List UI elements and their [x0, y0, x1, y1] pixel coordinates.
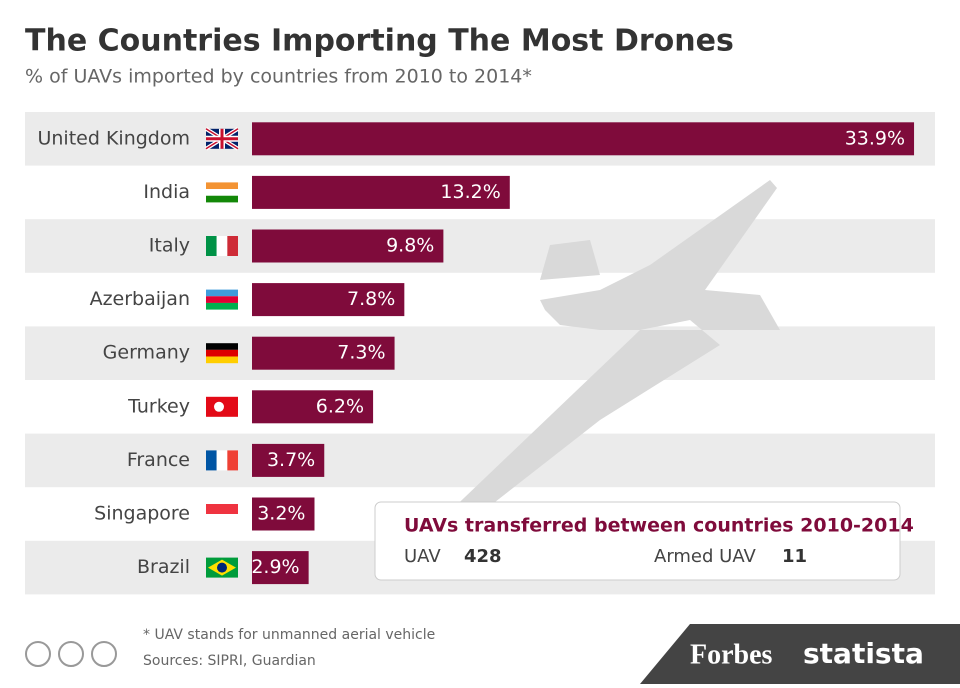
info-value: 11	[782, 546, 807, 567]
flag-part	[227, 236, 238, 256]
value-label: 9.8%	[386, 235, 434, 257]
bar	[252, 229, 444, 263]
value-label: 3.7%	[267, 449, 315, 471]
flag-part	[206, 189, 238, 196]
category-label: Singapore	[94, 503, 190, 525]
flag-part	[206, 514, 238, 524]
category-label: Brazil	[137, 556, 190, 578]
value-label: 33.9%	[845, 127, 905, 149]
flag-part	[206, 302, 238, 310]
category-label: United Kingdom	[37, 127, 190, 149]
brand-banner	[640, 624, 960, 684]
flag	[206, 450, 238, 471]
flag-part	[206, 195, 238, 203]
license-icons	[25, 641, 117, 667]
footnote: * UAV stands for unmanned aerial vehicle	[143, 627, 435, 643]
rows: United Kingdom India Italy Azerbaijan German…	[25, 112, 935, 595]
brand-forbes: Forbes	[690, 639, 773, 670]
category-label: Italy	[149, 235, 190, 257]
category-label: Germany	[103, 342, 190, 364]
flag	[204, 127, 240, 151]
flag-part	[206, 289, 238, 297]
flag-part	[206, 182, 238, 190]
info-label: UAV	[404, 546, 441, 567]
bar	[252, 122, 915, 156]
flag-part	[206, 128, 238, 149]
flag	[206, 289, 238, 310]
value-label: 7.3%	[337, 342, 385, 364]
flag-part	[217, 562, 227, 573]
bar	[252, 283, 405, 317]
flag-part	[227, 450, 238, 471]
drone-silhouette	[420, 180, 780, 545]
category-label: France	[127, 449, 190, 471]
flag-part	[206, 296, 238, 303]
bar	[252, 336, 395, 370]
bar	[252, 390, 374, 424]
flag-part	[206, 450, 217, 471]
bars: 33.9% 13.2% 9.8% 7.8% 7.3% 6.2% 3.7% 3.2% 2.9%	[251, 122, 915, 585]
flag-part	[206, 356, 238, 364]
flag	[206, 182, 238, 203]
flag-part	[216, 236, 228, 256]
chart-subtitle: % of UAVs imported by countries from 201…	[25, 66, 532, 88]
category-label: Azerbaijan	[90, 288, 190, 310]
flag-part	[206, 236, 217, 256]
flag-part	[216, 450, 228, 471]
brand-statista: statista	[803, 637, 924, 670]
row-background	[25, 219, 935, 273]
source: Sources: SIPRI, Guardian	[143, 653, 316, 669]
category-label: India	[143, 181, 190, 203]
bar	[252, 175, 510, 209]
row-background	[25, 433, 935, 488]
info-label: Armed UAV	[654, 546, 756, 567]
value-label: 6.2%	[316, 395, 364, 417]
flag	[206, 557, 238, 578]
flag	[206, 504, 238, 524]
flag-part	[214, 401, 224, 412]
info-value: 428	[464, 546, 502, 567]
value-label: 13.2%	[440, 181, 500, 203]
bar	[252, 443, 325, 477]
info-box	[374, 501, 901, 581]
bar	[252, 497, 315, 531]
value-label: 2.9%	[251, 556, 299, 578]
value-label: 7.8%	[347, 288, 395, 310]
bar	[252, 551, 309, 585]
value-label: 3.2%	[257, 503, 305, 525]
flag-part	[206, 343, 238, 350]
info-box-title: UAVs transferred between countries 2010-…	[404, 515, 914, 537]
flag	[206, 396, 238, 417]
flag	[206, 236, 238, 256]
row-background	[25, 326, 935, 380]
flag-part	[206, 349, 238, 357]
category-label: Turkey	[127, 395, 190, 417]
flag-part	[206, 504, 238, 514]
chart-title: The Countries Importing The Most Drones	[25, 24, 734, 59]
flag	[206, 343, 238, 364]
